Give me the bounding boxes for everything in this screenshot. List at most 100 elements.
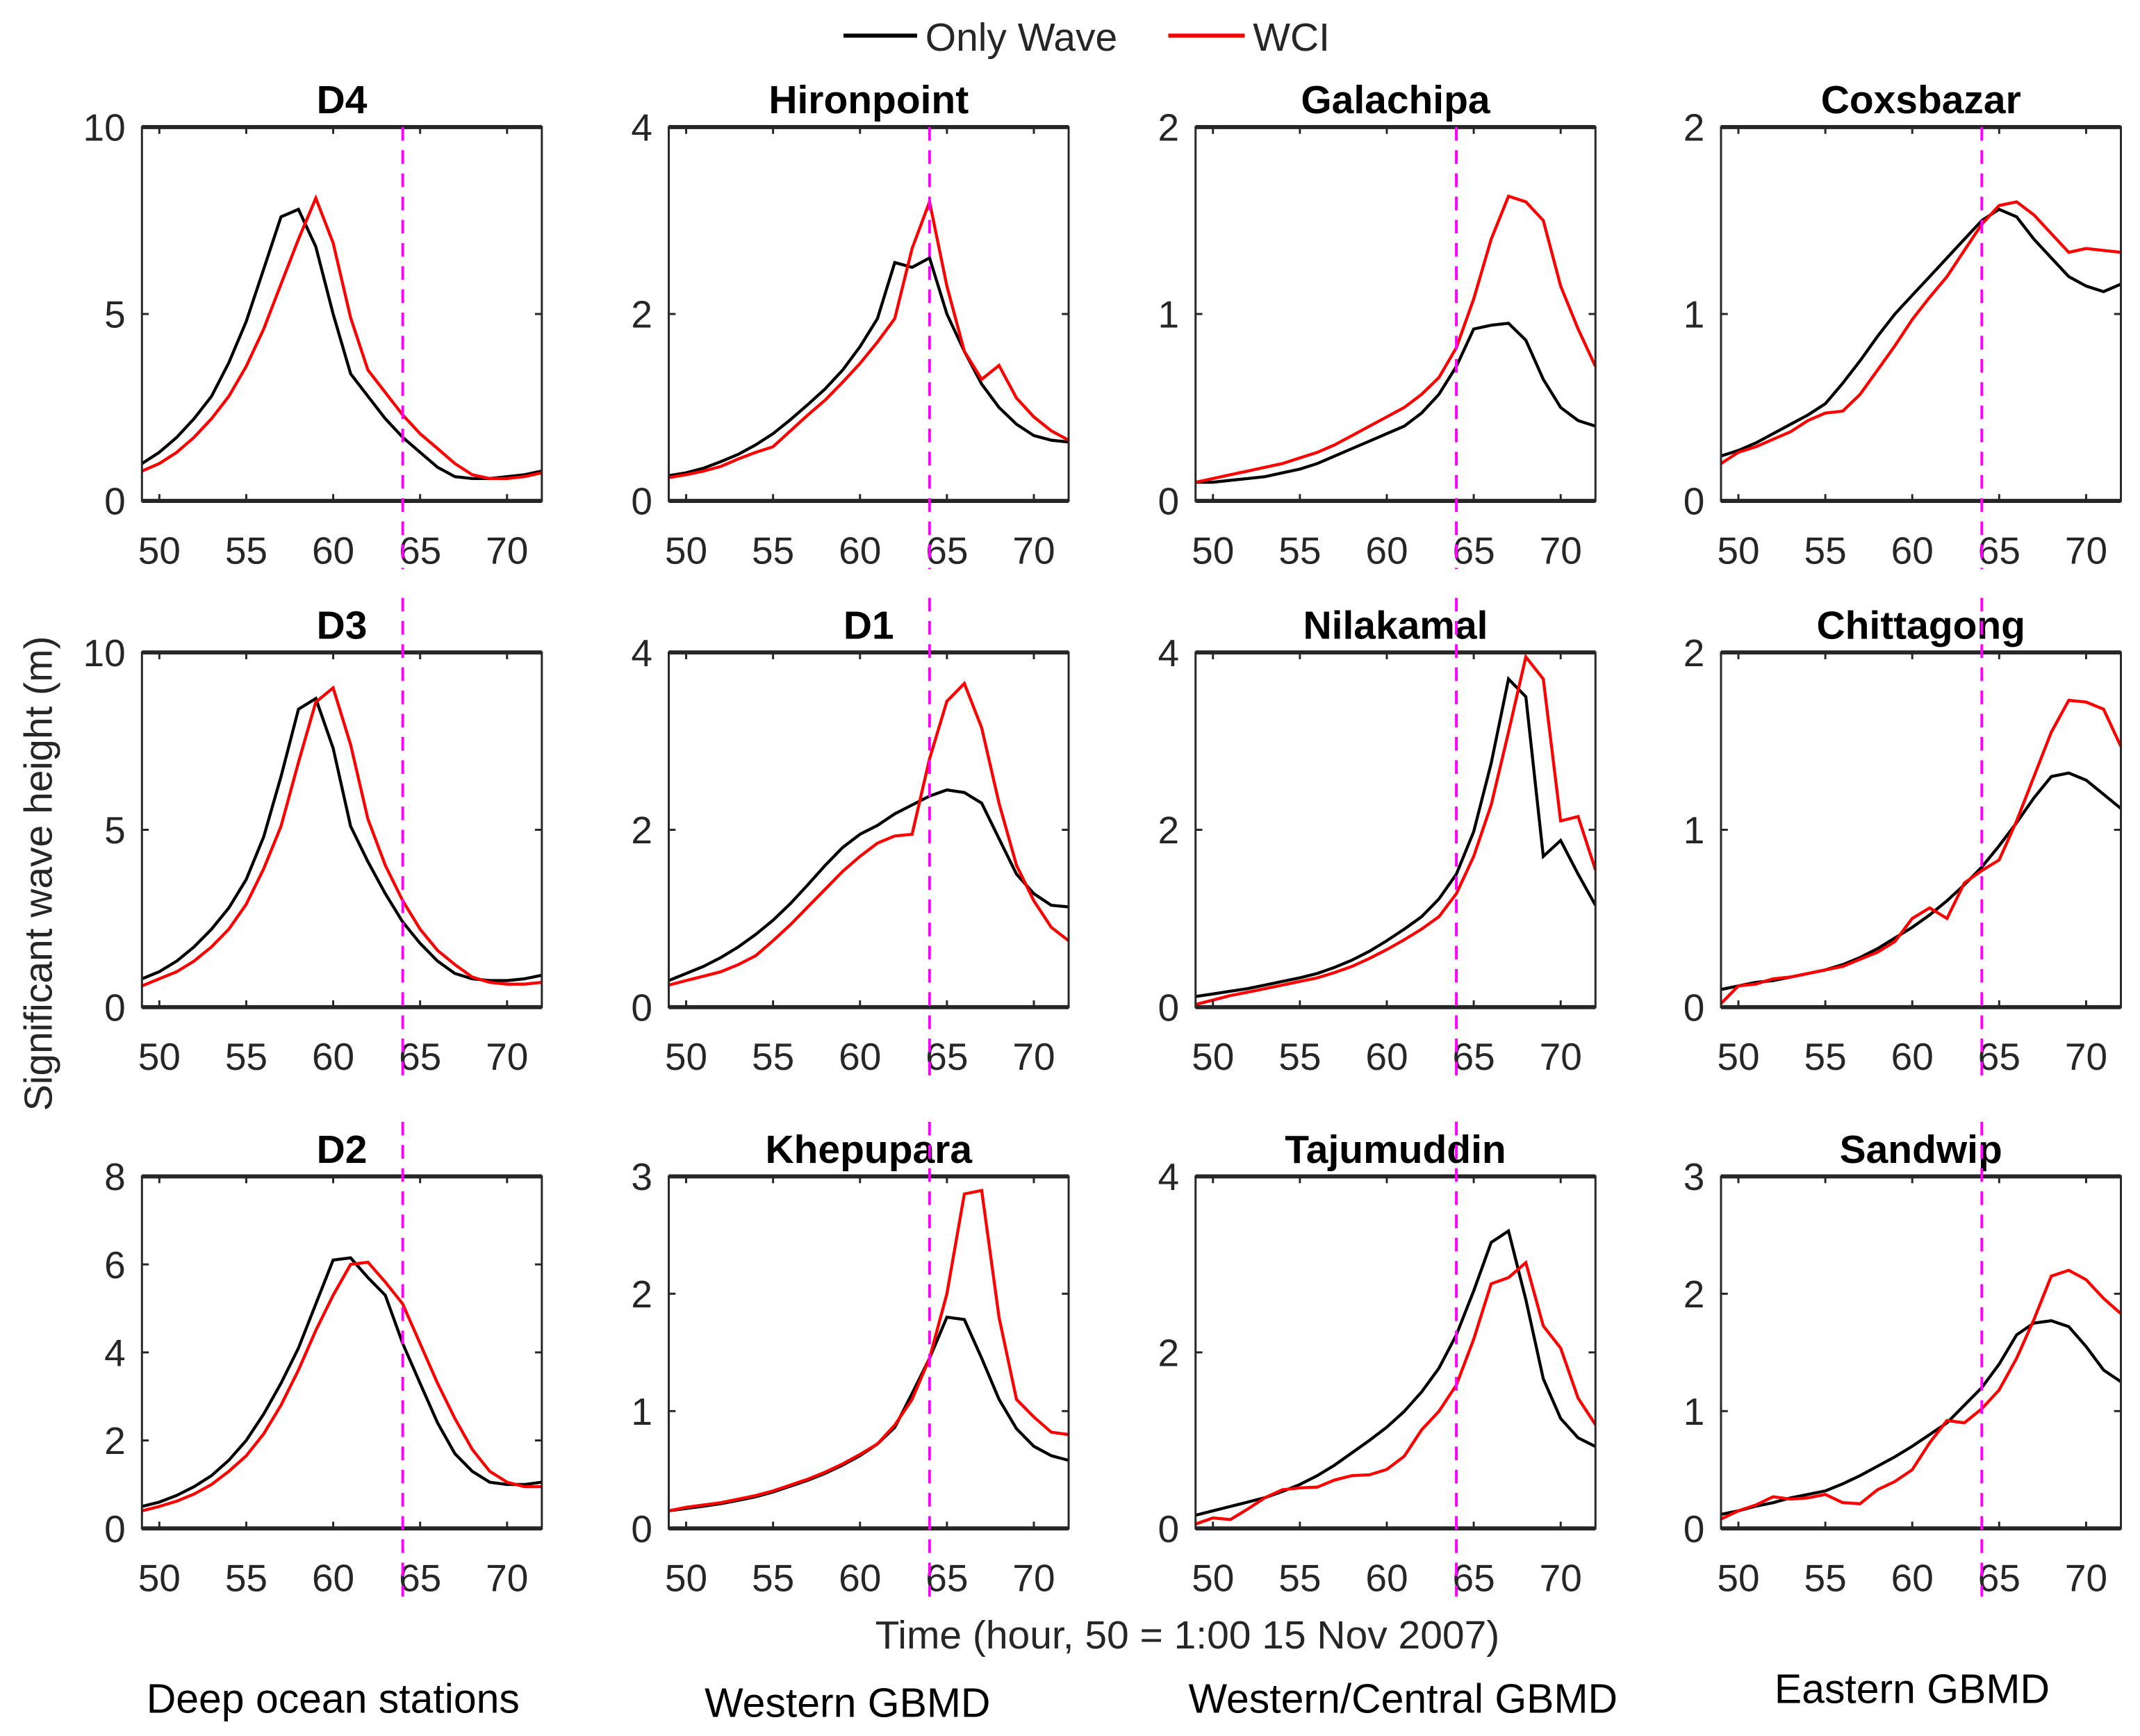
x-tick-label: 70 [2065, 1035, 2107, 1078]
y-tick-label: 5 [104, 293, 126, 336]
x-tick-label: 70 [1540, 1035, 1582, 1078]
series-line-wci [1195, 194, 1597, 484]
series-line-only-wave [1720, 207, 2122, 458]
y-tick-label: 1 [1684, 1390, 1705, 1433]
subplot-title: Hironpoint [768, 78, 969, 122]
x-tick-label: 50 [665, 1035, 707, 1078]
y-tick-label: 4 [1158, 631, 1180, 675]
x-tick-label: 60 [839, 1035, 881, 1078]
x-tick-label: 65 [925, 1035, 968, 1078]
y-tick-label: 2 [1158, 106, 1180, 149]
series-line-wci [141, 685, 543, 988]
group-label-deep-ocean: Deep ocean stations [147, 1676, 520, 1721]
axes-box [1194, 1175, 1597, 1530]
series-line-wci [1195, 653, 1597, 1007]
y-tick-label: 4 [631, 631, 652, 675]
y-tick-label: 0 [104, 986, 126, 1030]
x-tick-label: 50 [665, 529, 707, 572]
series-line-wci [1194, 1259, 1597, 1526]
x-tick-label: 50 [138, 529, 181, 572]
series-line-wci [668, 1189, 1069, 1512]
y-tick-label: 3 [631, 1155, 652, 1198]
x-tick-label: 55 [1804, 1035, 1847, 1078]
y-tick-label: 0 [104, 1507, 126, 1551]
x-tick-label: 55 [752, 1557, 794, 1600]
x-tick-label: 55 [1804, 529, 1847, 572]
x-tick-label: 60 [1891, 1557, 1934, 1600]
subplot-sandwip: Sandwip 50 55 60 65 70 0 1 2 3 [1684, 1121, 2122, 1600]
subplot-nilakamal: Nilakamal 50 55 60 65 70 0 2 4 [1158, 597, 1597, 1078]
series-line-only-wave [668, 1315, 1069, 1513]
axes-box [1194, 651, 1597, 1009]
group-label-western: Western GBMD [705, 1680, 990, 1726]
x-tick-label: 70 [486, 529, 528, 572]
y-tick-label: 2 [104, 1419, 126, 1462]
series-line-wci [1720, 200, 2121, 465]
x-tick-label: 55 [752, 529, 794, 572]
y-tick-label: 2 [1684, 1273, 1705, 1316]
series-line-wci [668, 681, 1070, 987]
axes-box [140, 126, 543, 502]
y-tick-label: 4 [1158, 1155, 1180, 1198]
y-tick-label: 2 [1158, 809, 1180, 852]
x-tick-label: 55 [225, 1557, 268, 1600]
y-tick-label: 0 [1684, 986, 1705, 1030]
x-tick-label: 50 [1192, 529, 1234, 572]
y-tick-label: 2 [1158, 1331, 1180, 1374]
y-tick-label: 8 [104, 1155, 126, 1198]
series-line-only-wave [1195, 322, 1596, 484]
y-tick-label: 0 [631, 480, 652, 523]
x-tick-label: 60 [1365, 1035, 1408, 1078]
x-tick-label: 55 [225, 529, 268, 572]
legend-label-wci: WCI [1253, 15, 1330, 60]
subplot-chittagong: Chittagong 50 55 60 65 70 0 1 2 [1684, 597, 2123, 1078]
y-tick-label: 2 [631, 809, 652, 852]
subplot-d3: D3 50 55 60 65 70 0 5 10 [83, 597, 543, 1078]
y-tick-label: 6 [104, 1243, 126, 1287]
x-tick-label: 60 [312, 1557, 354, 1600]
x-tick-label: 60 [839, 529, 881, 572]
x-tick-label: 65 [925, 1557, 968, 1600]
legend: Only Wave WCI [843, 15, 1330, 60]
x-tick-label: 70 [2065, 529, 2107, 572]
series-line-wci [1720, 698, 2123, 1005]
x-tick-label: 65 [1978, 1035, 2020, 1078]
x-tick-label: 60 [312, 529, 354, 572]
y-tick-label: 0 [104, 480, 126, 523]
series-line-wci [141, 194, 543, 481]
y-tick-label: 0 [1684, 1507, 1705, 1551]
y-tick-label: 1 [631, 1390, 652, 1433]
y-tick-label: 1 [1684, 809, 1705, 852]
x-tick-label: 65 [1978, 529, 2020, 572]
x-tick-label: 65 [399, 529, 441, 572]
series-line-only-wave [141, 207, 543, 481]
series-line-only-wave [668, 256, 1069, 477]
subplot-title: Sandwip [1840, 1127, 2002, 1172]
x-tick-label: 65 [1452, 1557, 1495, 1600]
subplot-title: Nilakamal [1303, 603, 1488, 647]
series-line-wci [668, 196, 1070, 479]
y-tick-label: 1 [1158, 293, 1180, 336]
x-tick-label: 65 [1978, 1557, 2020, 1600]
y-tick-label: 0 [1158, 986, 1180, 1030]
x-axis-label: Time (hour, 50 = 1:00 15 Nov 2007) [875, 1613, 1500, 1658]
x-tick-label: 55 [225, 1035, 268, 1078]
x-tick-label: 60 [1891, 529, 1934, 572]
x-tick-label: 65 [1452, 529, 1495, 572]
group-label-western-central: Western/Central GBMD [1188, 1676, 1618, 1721]
x-tick-label: 50 [665, 1557, 707, 1600]
y-tick-label: 4 [631, 106, 652, 149]
x-tick-label: 50 [1192, 1557, 1234, 1600]
series-line-only-wave [1195, 676, 1597, 998]
x-tick-label: 50 [138, 1035, 181, 1078]
y-tick-label: 3 [1684, 1155, 1705, 1198]
subplot-title: Galachipa [1301, 78, 1491, 122]
axes-box [668, 126, 1070, 502]
y-tick-label: 5 [104, 809, 126, 852]
x-tick-label: 50 [1717, 1557, 1759, 1600]
subplot-title: D2 [317, 1127, 368, 1172]
x-tick-label: 50 [1717, 529, 1759, 572]
axes-box [1720, 126, 2122, 502]
y-tick-label: 1 [1684, 293, 1705, 336]
